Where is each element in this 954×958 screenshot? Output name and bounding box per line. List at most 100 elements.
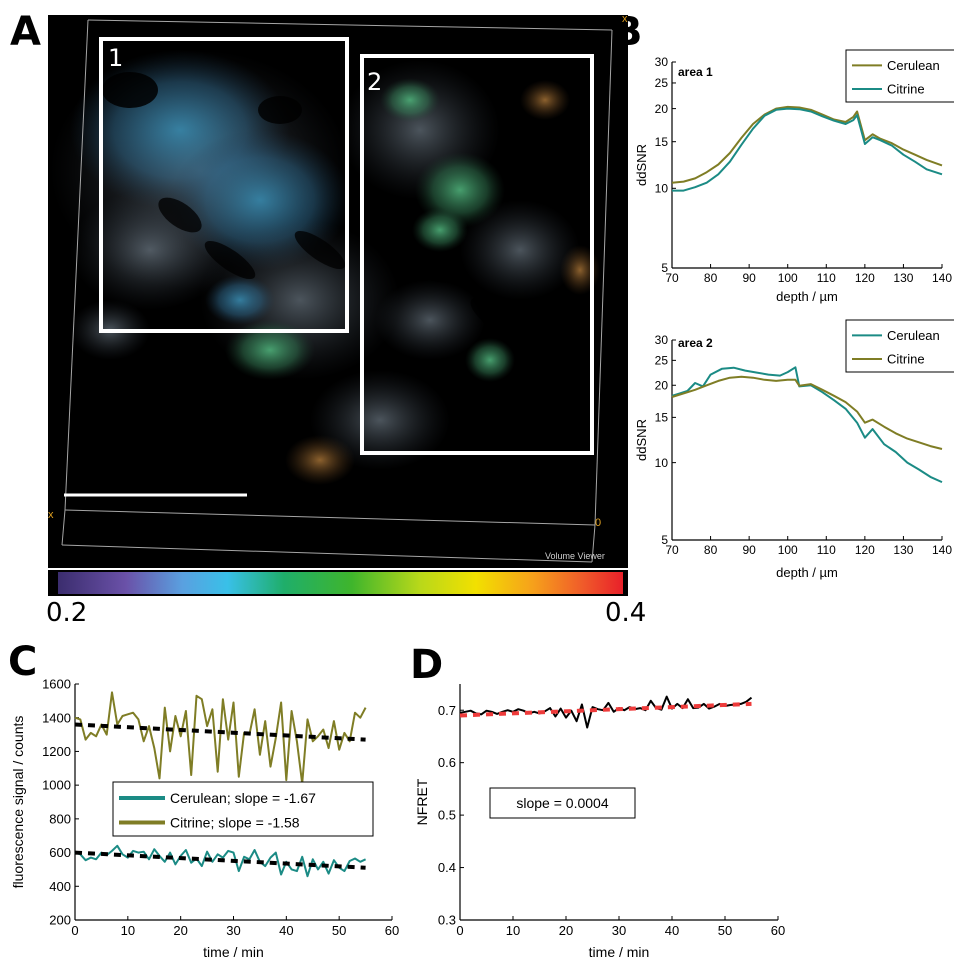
legend-label: Cerulean; slope = -1.67 xyxy=(170,790,316,806)
x-tick-label: 130 xyxy=(893,271,913,285)
x-tick-label: 0 xyxy=(71,923,78,938)
colorbar-min-label: 0.2 xyxy=(46,598,88,628)
volume-viewer-watermark: Volume Viewer xyxy=(545,551,605,561)
chart-title: area 1 xyxy=(678,65,713,79)
y-tick-label: 15 xyxy=(655,135,669,149)
roi-box-2 xyxy=(360,54,594,455)
x-tick-label: 10 xyxy=(506,923,520,938)
legend-label: Cerulean xyxy=(887,58,940,73)
y-tick-label: 30 xyxy=(655,55,669,69)
legend-label: Citrine; slope = -1.58 xyxy=(170,814,300,830)
y-tick-label: 600 xyxy=(49,845,71,860)
x-tick-label: 70 xyxy=(665,543,679,557)
roi-label-1: 1 xyxy=(108,44,124,72)
x-tick-label: 40 xyxy=(279,923,293,938)
x-tick-label: 90 xyxy=(742,271,756,285)
x-tick-label: 10 xyxy=(121,923,135,938)
y-tick-label: 800 xyxy=(49,811,71,826)
series-line-nfret xyxy=(459,695,753,729)
series-line-citrine xyxy=(671,375,943,450)
y-tick-label: 25 xyxy=(655,76,669,90)
x-tick-label: 30 xyxy=(226,923,240,938)
svg-text:0: 0 xyxy=(595,517,601,529)
y-tick-label: 15 xyxy=(655,411,669,425)
chart-area1-ddsnr: 70 80 90 100 110 120 130 140 5 10 15 20 25 30 depth / … xyxy=(634,49,954,304)
legend-label: Cerulean xyxy=(887,328,940,343)
y-tick-label: 1400 xyxy=(42,710,71,725)
svg-text:x: x xyxy=(622,13,628,25)
chart-area2-ddsnr: 70 80 90 100 110 120 130 140 5 10 15 20 25 30 depth / … xyxy=(634,319,954,580)
x-axis-label: time / min xyxy=(203,944,264,958)
x-tick-label: 80 xyxy=(704,271,718,285)
panel-label-a: A xyxy=(10,9,41,55)
svg-text:x: x xyxy=(48,509,54,521)
y-tick-label: 0.6 xyxy=(438,755,456,770)
y-tick-label: 1600 xyxy=(42,677,71,692)
colorbar-gradient xyxy=(58,572,623,594)
x-tick-label: 30 xyxy=(612,923,626,938)
x-axis-label: depth / µm xyxy=(776,565,838,580)
x-tick-label: 60 xyxy=(771,923,785,938)
series-line-cerulean xyxy=(671,366,943,484)
x-tick-label: 120 xyxy=(855,543,875,557)
y-tick-label: 0.5 xyxy=(438,808,456,823)
x-tick-label: 130 xyxy=(893,543,913,557)
slope-annotation: slope = 0.0004 xyxy=(516,795,608,811)
x-tick-label: 90 xyxy=(742,543,756,557)
y-tick-label: 10 xyxy=(655,456,669,470)
y-tick-label: 1000 xyxy=(42,778,71,793)
x-tick-label: 100 xyxy=(778,271,798,285)
legend-label: Citrine xyxy=(887,82,925,97)
trendline xyxy=(74,722,366,742)
x-tick-label: 110 xyxy=(817,271,836,285)
y-tick-label: 200 xyxy=(49,913,71,928)
y-axis-label: ddSNR xyxy=(634,144,649,186)
chart-fluorescence-signal: 0 10 20 30 40 50 60 200 400 600 800 1000 1200 1400 160… xyxy=(10,677,399,958)
y-tick-label: 20 xyxy=(655,102,669,116)
colorbar-max-label: 0.4 xyxy=(605,598,647,628)
roi-label-2: 2 xyxy=(367,68,383,96)
x-tick-label: 20 xyxy=(173,923,187,938)
y-axis-label: fluorescence signal / counts xyxy=(10,716,26,889)
y-tick-label: 30 xyxy=(655,333,669,347)
x-tick-label: 40 xyxy=(665,923,679,938)
legend-label: Citrine xyxy=(887,352,925,367)
y-tick-label: 1200 xyxy=(42,744,71,759)
legend-box xyxy=(845,319,954,373)
panel-label-d: D xyxy=(410,642,444,688)
x-tick-label: 110 xyxy=(817,543,836,557)
trendline xyxy=(74,850,366,870)
chart-nfret: 0 10 20 30 40 50 60 0.3 0.4 0.5 0.6 0.7 time / min NF… xyxy=(414,684,785,958)
series-line-cerulean xyxy=(671,105,943,184)
x-tick-label: 120 xyxy=(855,271,875,285)
y-tick-label: 25 xyxy=(655,354,669,368)
x-tick-label: 60 xyxy=(385,923,399,938)
x-tick-label: 0 xyxy=(456,923,463,938)
panel-label-c: C xyxy=(8,639,38,685)
series-line-citrine xyxy=(74,691,367,785)
y-tick-label: 0.3 xyxy=(438,913,456,928)
x-tick-label: 140 xyxy=(932,543,952,557)
y-tick-label: 0.4 xyxy=(438,860,456,875)
x-axis-label: time / min xyxy=(589,944,650,958)
series-line-cerulean xyxy=(74,844,367,878)
x-tick-label: 140 xyxy=(932,271,952,285)
y-tick-label: 400 xyxy=(49,879,71,894)
annotation-box xyxy=(489,787,636,819)
chart-title: area 2 xyxy=(678,336,713,350)
y-tick-label: 5 xyxy=(661,533,668,547)
series-line-citrine xyxy=(672,107,943,192)
x-tick-label: 50 xyxy=(718,923,732,938)
x-tick-label: 70 xyxy=(665,271,679,285)
y-tick-label: 0.7 xyxy=(438,703,456,718)
y-tick-label: 20 xyxy=(655,378,669,392)
y-axis-label: ddSNR xyxy=(634,419,649,461)
x-tick-label: 50 xyxy=(332,923,346,938)
x-tick-label: 100 xyxy=(778,543,798,557)
legend-box xyxy=(112,781,374,837)
y-tick-label: 5 xyxy=(661,261,668,275)
roi-box-1 xyxy=(99,37,349,333)
x-tick-label: 80 xyxy=(704,543,718,557)
x-axis-label: depth / µm xyxy=(776,289,838,304)
